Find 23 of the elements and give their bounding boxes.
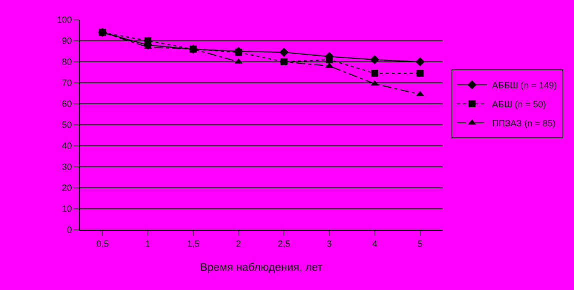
legend-label: АБШ (n = 50): [492, 100, 546, 110]
y-tick-label: 40: [62, 141, 72, 152]
y-tick-label: 50: [62, 120, 72, 130]
x-tick-label: 4: [372, 238, 378, 249]
y-tick-label: 90: [62, 36, 72, 46]
y-tick-label: 70: [62, 78, 72, 88]
y-tick-label: 20: [62, 183, 72, 194]
y-tick-label: 10: [62, 204, 72, 214]
y-tick-label: 100: [57, 15, 72, 26]
x-tick-label: 1: [146, 238, 151, 249]
x-tick-label: 2,5: [278, 238, 290, 249]
legend-label: ППЗАЗ (n = 85): [492, 118, 556, 129]
y-tick-label: 80: [62, 57, 72, 68]
x-tick-label: 3: [327, 238, 332, 249]
x-tick-label: 0,5: [96, 238, 109, 249]
y-tick-label: 0: [67, 225, 72, 236]
x-tick-label: 1,5: [187, 238, 200, 249]
y-tick-label: 30: [62, 162, 72, 172]
x-tick-label: 5: [418, 238, 423, 249]
x-tick-label: 2: [236, 238, 242, 249]
legend-label: АББШ (n = 149): [492, 80, 558, 91]
x-axis-title: Время наблюдения, лет: [200, 262, 323, 274]
y-tick-label: 60: [62, 99, 72, 110]
